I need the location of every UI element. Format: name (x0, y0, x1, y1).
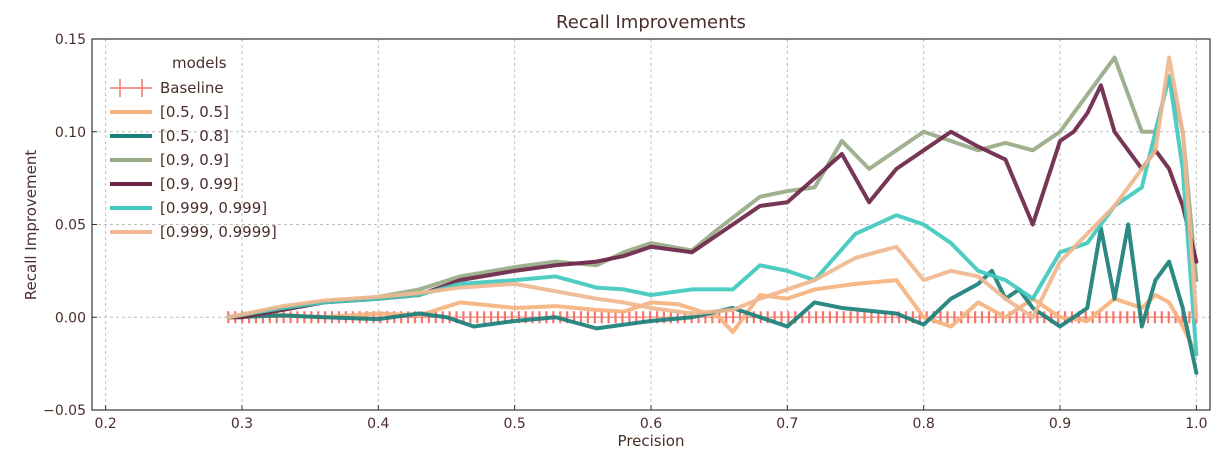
x-axis-label: Precision (618, 432, 685, 450)
x-tick-label: 0.4 (367, 416, 389, 432)
x-tick-label: 0.7 (776, 416, 798, 432)
y-tick-label: 0.10 (55, 125, 86, 141)
x-tick-label: 1.0 (1185, 416, 1207, 432)
legend-label: [0.5, 0.8] (160, 127, 229, 145)
x-tick-label: 0.5 (504, 416, 526, 432)
legend-label: [0.999, 0.999] (160, 199, 267, 217)
legend: models Baseline [0.5, 0.5] [0.5, 0.8] [0.9, … (110, 54, 277, 241)
x-tick-label: 0.8 (913, 416, 935, 432)
legend-item-0-5-0-8: [0.5, 0.8] (110, 127, 229, 145)
legend-label: [0.5, 0.5] (160, 103, 229, 121)
series-layer (226, 55, 1199, 375)
series-0-9-0-99 (226, 83, 1199, 320)
y-tick-label: −0.05 (43, 403, 86, 419)
legend-label: [0.999, 0.9999] (160, 223, 277, 241)
tick-layer: 0.2 0.3 0.4 0.5 0.6 0.7 0.8 0.9 1.0 −0.05 0.00 0.05… (43, 32, 1207, 432)
series-line (226, 55, 1199, 320)
legend-title: models (172, 54, 227, 72)
series-0-5-0-8 (226, 222, 1199, 375)
series-0-999-0-9999 (226, 55, 1199, 320)
x-tick-label: 0.3 (231, 416, 253, 432)
legend-item-0-999-0-999: [0.999, 0.999] (110, 199, 267, 217)
y-tick-label: 0.15 (55, 32, 86, 48)
legend-item-baseline: Baseline (110, 79, 224, 97)
legend-label: Baseline (160, 79, 224, 97)
legend-item-0-5-0-5: [0.5, 0.5] (110, 103, 229, 121)
y-tick-label: 0.05 (55, 218, 86, 234)
y-tick-label: 0.00 (55, 310, 86, 326)
y-axis-label: Recall Improvement (22, 150, 40, 301)
series-0-5-0-5 (226, 278, 1199, 357)
legend-label: [0.9, 0.99] (160, 175, 239, 193)
legend-item-0-9-0-9: [0.9, 0.9] (110, 151, 229, 169)
series-line (226, 278, 1199, 357)
series-line (226, 55, 1199, 320)
x-tick-label: 0.6 (640, 416, 662, 432)
series-line (226, 222, 1199, 375)
legend-item-0-9-0-99: [0.9, 0.99] (110, 175, 239, 193)
chart-title: Recall Improvements (556, 12, 746, 33)
series-0-9-0-9 (226, 55, 1199, 320)
legend-item-0-999-0-9999: [0.999, 0.9999] (110, 223, 277, 241)
x-tick-label: 0.9 (1049, 416, 1071, 432)
legend-label: [0.9, 0.9] (160, 151, 229, 169)
x-tick-label: 0.2 (95, 416, 117, 432)
series-line (226, 83, 1199, 320)
